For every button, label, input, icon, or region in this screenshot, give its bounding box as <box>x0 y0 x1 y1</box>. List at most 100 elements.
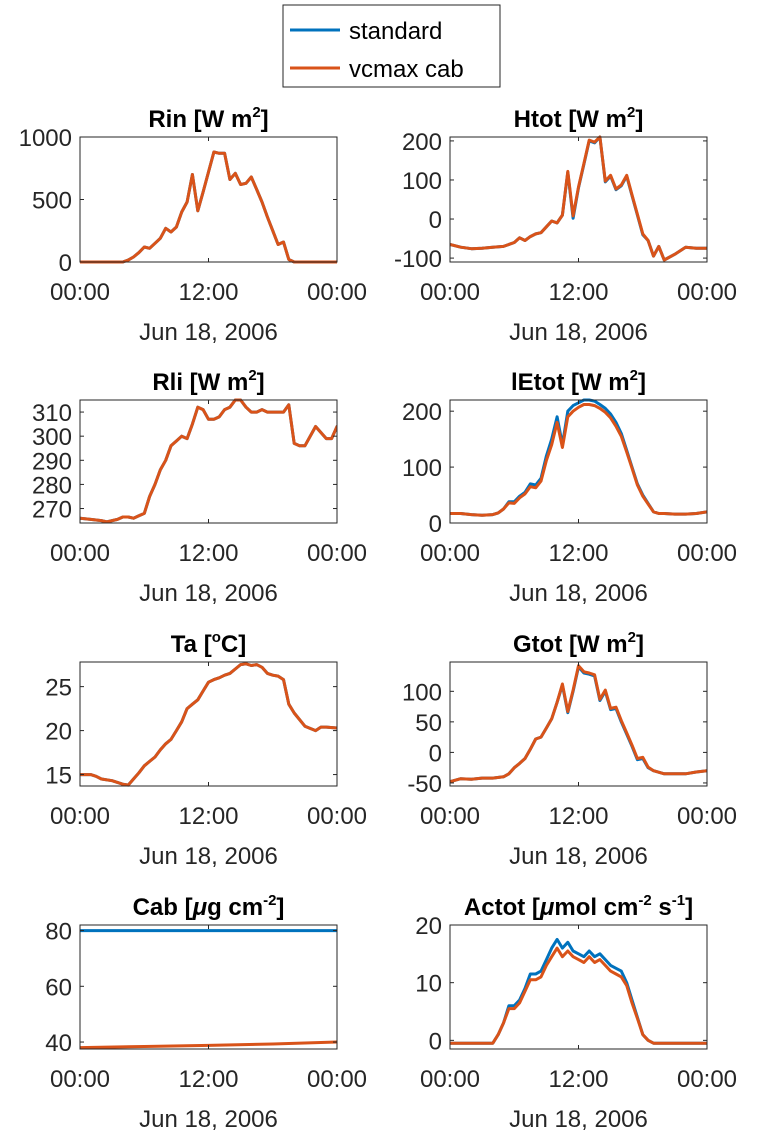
y-tick-label: 200 <box>402 399 442 426</box>
chart-panel-4: Ta [oC] 15 20 25 00:00 12:00 00:00 Jun 18, 2006 <box>45 629 367 870</box>
chart-panel-1: Htot [W m2] -100 0 100 200 00:00 12:00 00:00 Jun… <box>394 104 737 346</box>
y-tick-label: 10 <box>415 971 442 998</box>
chart-panel-6: Cab [μg cm-2] 40 60 80 00:00 12:00 00:00 Jun 18… <box>45 892 367 1133</box>
axes-box <box>449 136 708 263</box>
series-line-vcmax-cab <box>80 398 337 524</box>
x-tick-label: 00:00 <box>50 540 110 567</box>
title-main: Ta [ <box>171 631 212 658</box>
x-axis-label: Jun 18, 2006 <box>139 1106 278 1133</box>
x-tick-label: 00:00 <box>50 279 110 306</box>
title-tail: C] <box>221 631 246 658</box>
title-mid: g cm <box>207 894 263 921</box>
x-tick-label: 00:00 <box>307 803 367 830</box>
y-tick-label: 80 <box>45 919 72 946</box>
series-line-vcmax-cab <box>450 403 707 517</box>
x-tick-label: 12:00 <box>178 540 238 567</box>
chart-panel-0: Rin [W m2] 0 500 1000 00:00 12:00 00:00 Jun 18,… <box>19 104 367 346</box>
series-group <box>450 664 707 784</box>
y-tick-label: 20 <box>45 719 72 746</box>
title-sup: -2 <box>263 892 276 909</box>
axes-box <box>79 136 338 263</box>
title-tail: ] <box>638 369 646 396</box>
chart-title: Gtot [W m2] <box>513 629 644 658</box>
series-line-vcmax-cab <box>450 664 707 784</box>
axes-box <box>79 924 338 1050</box>
title-tail: ] <box>685 894 693 921</box>
y-tick-label: 300 <box>32 424 72 451</box>
x-tick-label: 00:00 <box>50 803 110 830</box>
y-tick-label: 500 <box>32 188 72 215</box>
title-main: lEtot [W m <box>511 369 630 396</box>
y-tick-label: 1000 <box>19 125 72 152</box>
x-tick-label: 00:00 <box>677 540 737 567</box>
y-tick-label: 0 <box>429 740 442 767</box>
series-group <box>80 398 337 524</box>
x-tick-label: 12:00 <box>178 1066 238 1093</box>
title-main: Cab [ <box>133 894 193 921</box>
x-tick-label: 12:00 <box>178 279 238 306</box>
axes-box <box>449 661 708 787</box>
y-tick-label: 310 <box>32 400 72 427</box>
title-sup2: -1 <box>672 892 685 909</box>
title-tail: ] <box>257 369 265 396</box>
x-tick-label: 12:00 <box>548 1066 608 1093</box>
x-tick-label: 00:00 <box>420 803 480 830</box>
x-tick-label: 00:00 <box>307 540 367 567</box>
series-group <box>80 662 337 787</box>
series-group <box>450 937 707 1045</box>
title-sup: 2 <box>627 104 635 121</box>
y-tick-label: 0 <box>429 1028 442 1055</box>
legend-box <box>282 4 501 88</box>
y-tick-label: 40 <box>45 1030 72 1057</box>
y-tick-label: -50 <box>407 771 442 798</box>
title-sup: 2 <box>630 367 638 384</box>
title-sup: 2 <box>248 367 256 384</box>
series-group <box>450 398 707 517</box>
title-greek: μ <box>539 894 555 921</box>
series-group <box>80 929 337 1050</box>
y-tick-label: -100 <box>394 246 442 273</box>
y-tick-label: 20 <box>415 913 442 940</box>
legend: standard vcmax cab <box>282 4 501 88</box>
x-tick-label: 12:00 <box>178 803 238 830</box>
title-mid2: s <box>652 894 672 921</box>
series-line-vcmax-cab <box>80 150 337 264</box>
x-tick-label: 12:00 <box>548 279 608 306</box>
x-tick-label: 00:00 <box>307 1066 367 1093</box>
title-sup: o <box>212 629 221 646</box>
title-main: Rli [W m <box>152 369 248 396</box>
axes-box <box>449 399 708 524</box>
y-tick-label: 100 <box>402 455 442 482</box>
series-line-vcmax-cab <box>450 135 707 262</box>
x-axis-label: Jun 18, 2006 <box>139 319 278 346</box>
x-tick-label: 00:00 <box>50 1066 110 1093</box>
y-tick-label: 60 <box>45 974 72 1001</box>
title-tail: ] <box>261 106 269 133</box>
series-line-standard <box>450 937 707 1045</box>
chart-title: Htot [W m2] <box>514 104 644 133</box>
y-tick-label: 0 <box>59 250 72 277</box>
title-tail: ] <box>276 894 284 921</box>
title-main: Actot [ <box>464 894 540 921</box>
title-main: Htot [W m <box>514 106 627 133</box>
title-sup: 2 <box>628 629 636 646</box>
x-tick-label: 00:00 <box>677 279 737 306</box>
axes-box <box>449 924 708 1050</box>
series-line-standard <box>450 665 707 784</box>
y-tick-label: 280 <box>32 472 72 499</box>
chart-title: Rli [W m2] <box>152 367 264 396</box>
chart-panel-3: lEtot [W m2] 0 100 200 00:00 12:00 00:00 Jun 18… <box>402 367 737 607</box>
y-tick-label: 15 <box>45 763 72 790</box>
x-axis-label: Jun 18, 2006 <box>509 319 648 346</box>
series-line-standard <box>450 398 707 517</box>
y-tick-label: 25 <box>45 675 72 702</box>
title-mid: mol cm <box>554 894 638 921</box>
x-axis-label: Jun 18, 2006 <box>139 843 278 870</box>
chart-title: Ta [oC] <box>171 629 246 658</box>
title-tail: ] <box>635 106 643 133</box>
chart-title: Cab [μg cm-2] <box>133 892 285 921</box>
y-tick-label: 270 <box>32 497 72 524</box>
y-tick-label: 200 <box>402 129 442 156</box>
title-tail: ] <box>636 631 644 658</box>
